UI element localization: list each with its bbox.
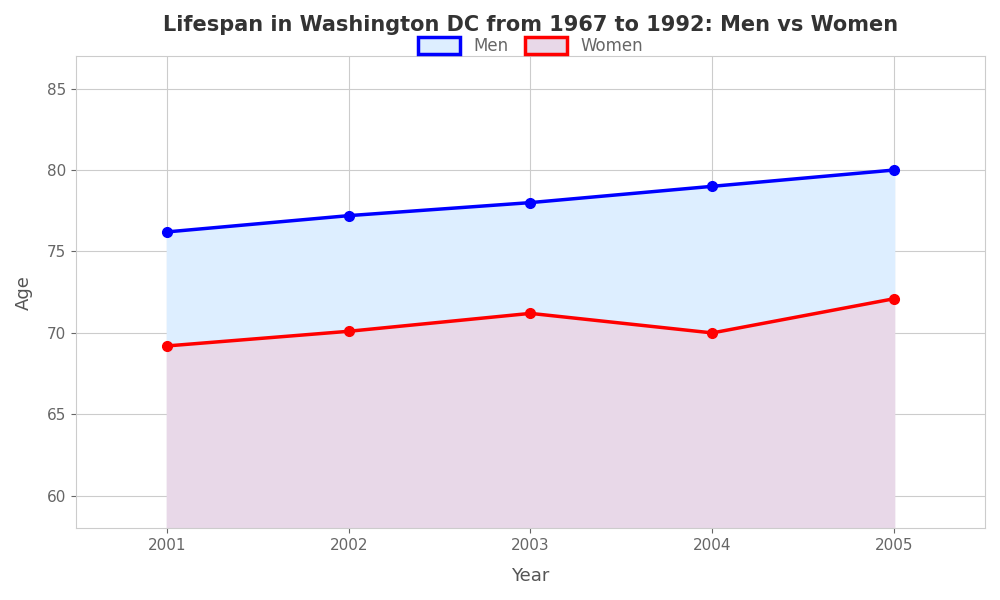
Men xyxy=(161,229,173,236)
Women xyxy=(161,343,173,350)
Men xyxy=(706,183,718,190)
Women xyxy=(888,295,900,302)
Women xyxy=(706,329,718,337)
Legend: Men, Women: Men, Women xyxy=(408,26,653,65)
Y-axis label: Age: Age xyxy=(15,275,33,310)
Men xyxy=(343,212,355,219)
Women xyxy=(343,328,355,335)
Men xyxy=(888,166,900,173)
Title: Lifespan in Washington DC from 1967 to 1992: Men vs Women: Lifespan in Washington DC from 1967 to 1… xyxy=(163,15,898,35)
Women xyxy=(524,310,536,317)
Line: Women: Women xyxy=(162,294,899,351)
Men xyxy=(524,199,536,206)
Line: Men: Men xyxy=(162,165,899,237)
X-axis label: Year: Year xyxy=(511,567,550,585)
